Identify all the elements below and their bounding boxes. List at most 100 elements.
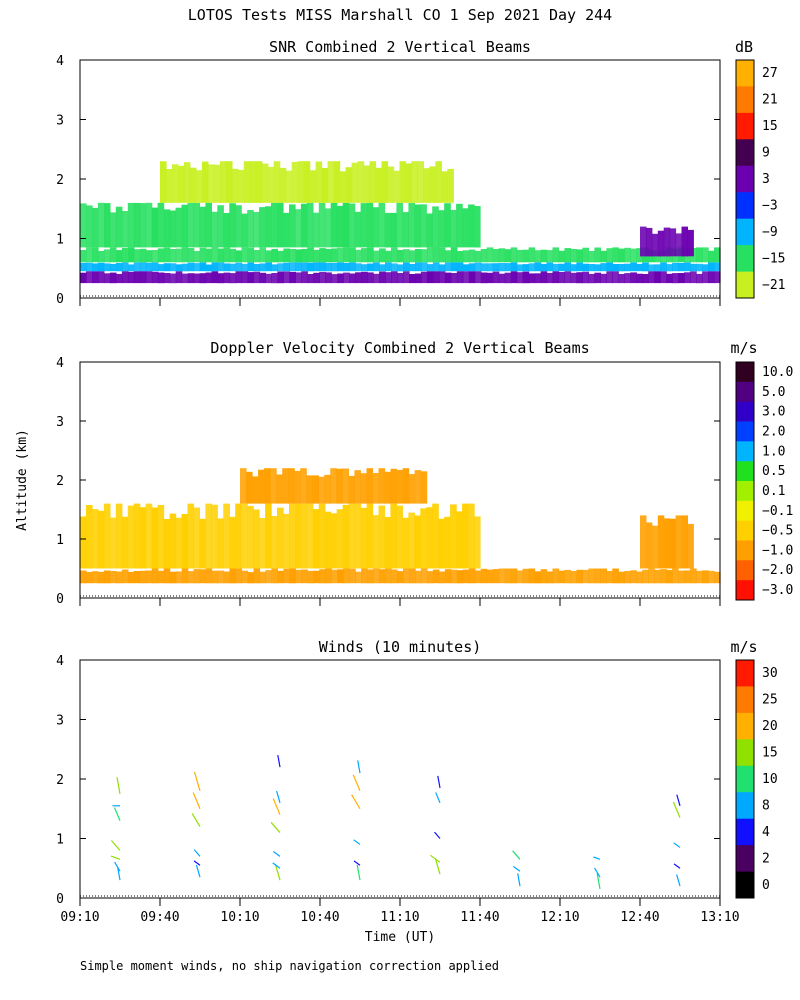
field-cell xyxy=(259,518,266,569)
field-cell xyxy=(199,273,207,284)
field-cell xyxy=(337,273,344,284)
field-cell xyxy=(361,248,368,263)
field-cell xyxy=(279,167,287,203)
field-cell xyxy=(414,515,421,569)
field-cell xyxy=(133,571,141,584)
doppler-panel: Doppler Velocity Combined 2 Vertical Bea… xyxy=(56,339,793,607)
field-cell xyxy=(145,570,153,584)
colorbar-swatch xyxy=(736,381,754,403)
field-cell xyxy=(426,571,434,584)
field-cell xyxy=(289,503,296,569)
wind-barb xyxy=(593,856,601,860)
field-cell xyxy=(145,503,153,569)
field-cell xyxy=(289,204,296,248)
field-cell xyxy=(420,568,428,584)
field-cell xyxy=(355,272,362,284)
field-cell xyxy=(169,263,177,272)
field-cell xyxy=(354,503,362,569)
colorbar-swatch xyxy=(736,871,754,899)
field-cell xyxy=(307,570,314,584)
colorbar-swatch xyxy=(736,112,754,140)
field-cell xyxy=(462,264,470,272)
field-cell xyxy=(366,503,374,569)
field-cell xyxy=(133,503,141,569)
field-cell xyxy=(235,205,242,248)
field-cell xyxy=(163,209,171,248)
field-cell xyxy=(271,264,278,272)
wind-barb xyxy=(673,863,681,869)
y-axis-label: Altitude (km) xyxy=(15,429,30,531)
field-cell xyxy=(295,569,302,584)
field-cell xyxy=(133,202,141,248)
field-cell xyxy=(195,170,203,203)
field-cell xyxy=(205,264,213,272)
field-cell xyxy=(588,273,595,284)
field-cell xyxy=(355,249,362,263)
field-cell xyxy=(92,571,99,584)
field-cell xyxy=(372,515,380,569)
field-cell xyxy=(181,568,189,584)
y-tick-label: 3 xyxy=(56,114,64,129)
field-cell xyxy=(289,262,296,272)
wind-barb xyxy=(274,864,281,881)
field-cell xyxy=(498,568,506,584)
field-cell xyxy=(361,264,368,272)
field-cell xyxy=(217,518,224,569)
field-cell xyxy=(103,570,111,584)
field-cell xyxy=(109,263,117,272)
field-cell xyxy=(510,262,518,272)
field-cell xyxy=(247,272,255,284)
field-cell xyxy=(199,206,206,248)
colorbar-label: 10 xyxy=(762,772,778,787)
field-cell xyxy=(420,471,428,504)
field-cell xyxy=(103,263,111,272)
field-cell xyxy=(151,262,159,272)
field-cell xyxy=(151,250,159,263)
field-cell xyxy=(420,508,427,569)
field-cell xyxy=(295,262,302,272)
field-cell xyxy=(636,273,643,284)
field-cell xyxy=(187,503,195,569)
field-cell xyxy=(253,212,260,248)
field-cell xyxy=(109,272,117,284)
field-cell xyxy=(397,273,404,284)
field-cell xyxy=(397,249,404,263)
field-cell xyxy=(438,518,445,569)
field-cell xyxy=(480,263,488,272)
field-cell xyxy=(432,503,439,569)
colorbar-label: 2.0 xyxy=(762,424,785,439)
field-cell xyxy=(654,569,661,584)
field-cell xyxy=(366,202,374,248)
field-cell xyxy=(447,168,454,203)
field-cell xyxy=(456,203,463,248)
field-cell xyxy=(319,569,326,584)
field-cell xyxy=(339,171,347,203)
field-cell xyxy=(253,271,261,284)
field-cell xyxy=(258,469,265,504)
field-cell xyxy=(175,264,183,272)
field-cell xyxy=(265,250,272,263)
field-cell xyxy=(576,272,583,284)
field-cell xyxy=(157,202,165,248)
field-cell xyxy=(516,570,524,584)
colorbar-label: 9 xyxy=(762,146,770,161)
colorbar-label: −0.1 xyxy=(762,504,793,519)
field-cell xyxy=(378,202,386,248)
colorbar-label: 3 xyxy=(762,172,770,187)
field-cell xyxy=(157,264,165,272)
field-cell xyxy=(576,249,583,263)
field-cell xyxy=(450,247,458,263)
colorbar-frame xyxy=(735,659,755,899)
field-cell xyxy=(139,570,147,584)
field-cell xyxy=(630,272,637,284)
field-cell xyxy=(684,272,691,284)
field-cell xyxy=(306,503,314,569)
field-cell xyxy=(319,271,326,284)
field-cell xyxy=(618,248,625,263)
field-cell xyxy=(139,248,147,263)
x-tick-label: 11:40 xyxy=(460,910,499,925)
field-cell xyxy=(409,263,416,272)
colorbar-label: −3 xyxy=(762,198,778,213)
field-cell xyxy=(264,468,271,504)
field-cell xyxy=(169,210,177,248)
